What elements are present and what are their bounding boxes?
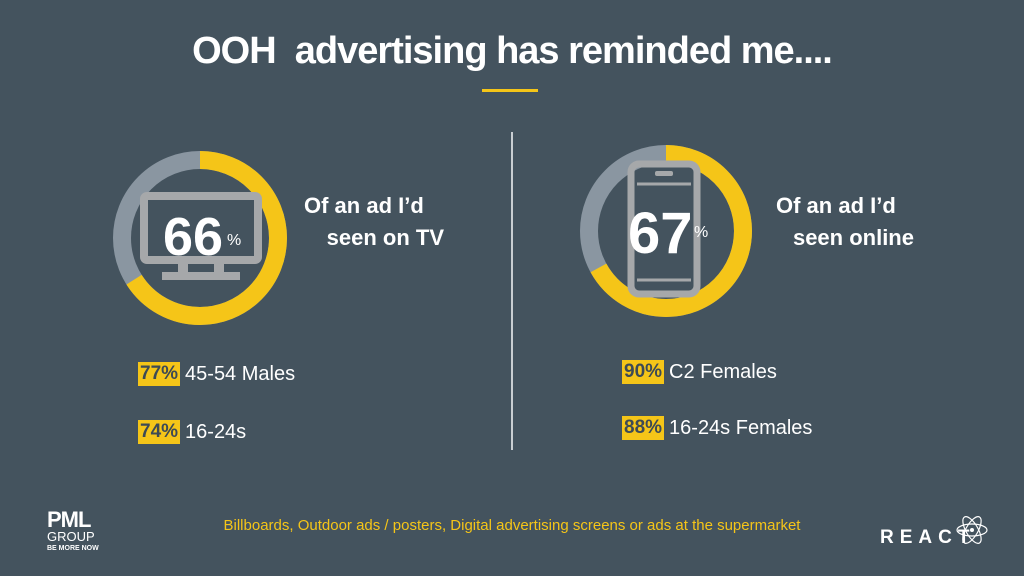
tv-percentage-donut [113, 151, 287, 325]
section-divider [511, 132, 513, 450]
logo-line1: PML [47, 507, 91, 532]
atom-icon [956, 516, 988, 544]
tv-icon [140, 192, 262, 280]
donut-value-arc [580, 145, 752, 317]
logo-line2: GROUP [47, 529, 95, 544]
online-percentage-unit: % [694, 224, 709, 241]
footer-note: Billboards, Outdoor ads / posters, Digit… [223, 517, 801, 534]
online-percentage-value: 67 [628, 201, 693, 266]
tv-label: Of an ad I’d seen on TV [304, 190, 444, 254]
online-stat-1: 90% C2 Females [622, 360, 777, 384]
pml-group-logo: PML GROUP BE MORE NOW [47, 507, 99, 553]
tv-percentage-unit: % [227, 232, 242, 249]
tv-percentage-value: 66 [163, 207, 224, 267]
title-underline [482, 89, 538, 92]
stat-label: C2 Females [669, 360, 777, 383]
stat-badge: 74% [138, 420, 181, 444]
stat-label: 16-24s [185, 420, 247, 443]
donut-value-arc [113, 151, 287, 325]
logo-line3: BE MORE NOW [47, 545, 99, 552]
tv-label-line2: seen on TV [326, 225, 444, 250]
tv-stat-2: 74% 16-24s [138, 420, 246, 444]
slide-title: OOH advertising has reminded me.... [192, 30, 833, 72]
online-label-line2: seen online [792, 225, 914, 250]
stat-badge: 88% [622, 416, 665, 440]
online-percentage-donut [580, 145, 752, 317]
tv-label-line1: Of an ad I’d [304, 193, 424, 218]
stat-badge: 90% [622, 360, 665, 384]
online-stat-2: 88% 16-24s Females [622, 416, 812, 440]
stat-badge: 77% [138, 362, 181, 386]
smartphone-icon [627, 160, 701, 298]
react-logo: REACT [880, 527, 976, 548]
online-label: Of an ad I’d seen online [776, 190, 914, 254]
stat-label: 16-24s Females [669, 416, 813, 439]
stat-label: 45-54 Males [185, 362, 296, 385]
online-label-line1: Of an ad I’d [776, 193, 896, 218]
tv-stat-1: 77% 45-54 Males [138, 362, 295, 386]
